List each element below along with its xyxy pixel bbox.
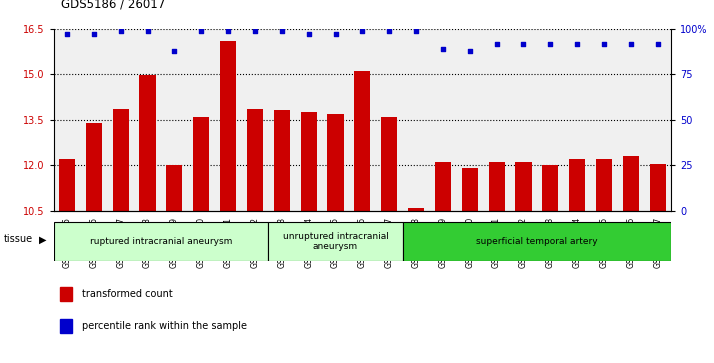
Bar xyxy=(381,117,397,211)
Bar xyxy=(408,208,424,211)
Point xyxy=(88,32,99,37)
Text: superficial temporal artery: superficial temporal artery xyxy=(476,237,598,246)
Point xyxy=(652,41,663,46)
FancyBboxPatch shape xyxy=(54,222,268,261)
Bar xyxy=(247,109,263,211)
Bar xyxy=(435,162,451,211)
Point xyxy=(330,32,341,37)
Bar xyxy=(596,159,612,211)
FancyBboxPatch shape xyxy=(403,222,671,261)
Bar xyxy=(488,162,505,211)
FancyBboxPatch shape xyxy=(268,222,403,261)
Text: ▶: ▶ xyxy=(39,234,46,244)
Text: ruptured intracranial aneurysm: ruptured intracranial aneurysm xyxy=(90,237,232,246)
Bar xyxy=(60,287,72,301)
Text: GDS5186 / 26017: GDS5186 / 26017 xyxy=(61,0,165,11)
Text: transformed count: transformed count xyxy=(82,289,173,299)
Bar xyxy=(623,156,639,211)
Point xyxy=(383,28,395,34)
Text: tissue: tissue xyxy=(4,234,33,244)
Point xyxy=(491,41,503,46)
Point xyxy=(115,28,126,34)
Point xyxy=(518,41,529,46)
Bar xyxy=(650,164,665,211)
Text: unruptured intracranial
aneurysm: unruptured intracranial aneurysm xyxy=(283,232,388,251)
Text: percentile rank within the sample: percentile rank within the sample xyxy=(82,321,247,331)
Bar xyxy=(301,112,317,211)
Bar xyxy=(569,159,585,211)
Bar xyxy=(462,168,478,211)
Point xyxy=(357,28,368,34)
Bar xyxy=(60,319,72,333)
Bar xyxy=(113,109,129,211)
Bar xyxy=(220,41,236,211)
Point xyxy=(598,41,610,46)
Point xyxy=(411,28,422,34)
Bar xyxy=(273,110,290,211)
Point xyxy=(196,28,207,34)
Bar xyxy=(516,162,531,211)
Point xyxy=(464,48,476,54)
Bar xyxy=(354,72,371,211)
Bar xyxy=(59,159,75,211)
Point xyxy=(142,28,154,34)
Point xyxy=(222,28,233,34)
Bar xyxy=(86,123,102,211)
Point xyxy=(545,41,556,46)
Point xyxy=(625,41,637,46)
Point xyxy=(571,41,583,46)
Bar xyxy=(328,114,343,211)
Bar xyxy=(139,75,156,211)
Bar xyxy=(193,117,209,211)
Point xyxy=(249,28,261,34)
Bar xyxy=(542,165,558,211)
Point xyxy=(437,46,448,52)
Bar xyxy=(166,165,183,211)
Point xyxy=(276,28,288,34)
Point xyxy=(61,32,73,37)
Point xyxy=(303,32,314,37)
Point xyxy=(169,48,180,54)
